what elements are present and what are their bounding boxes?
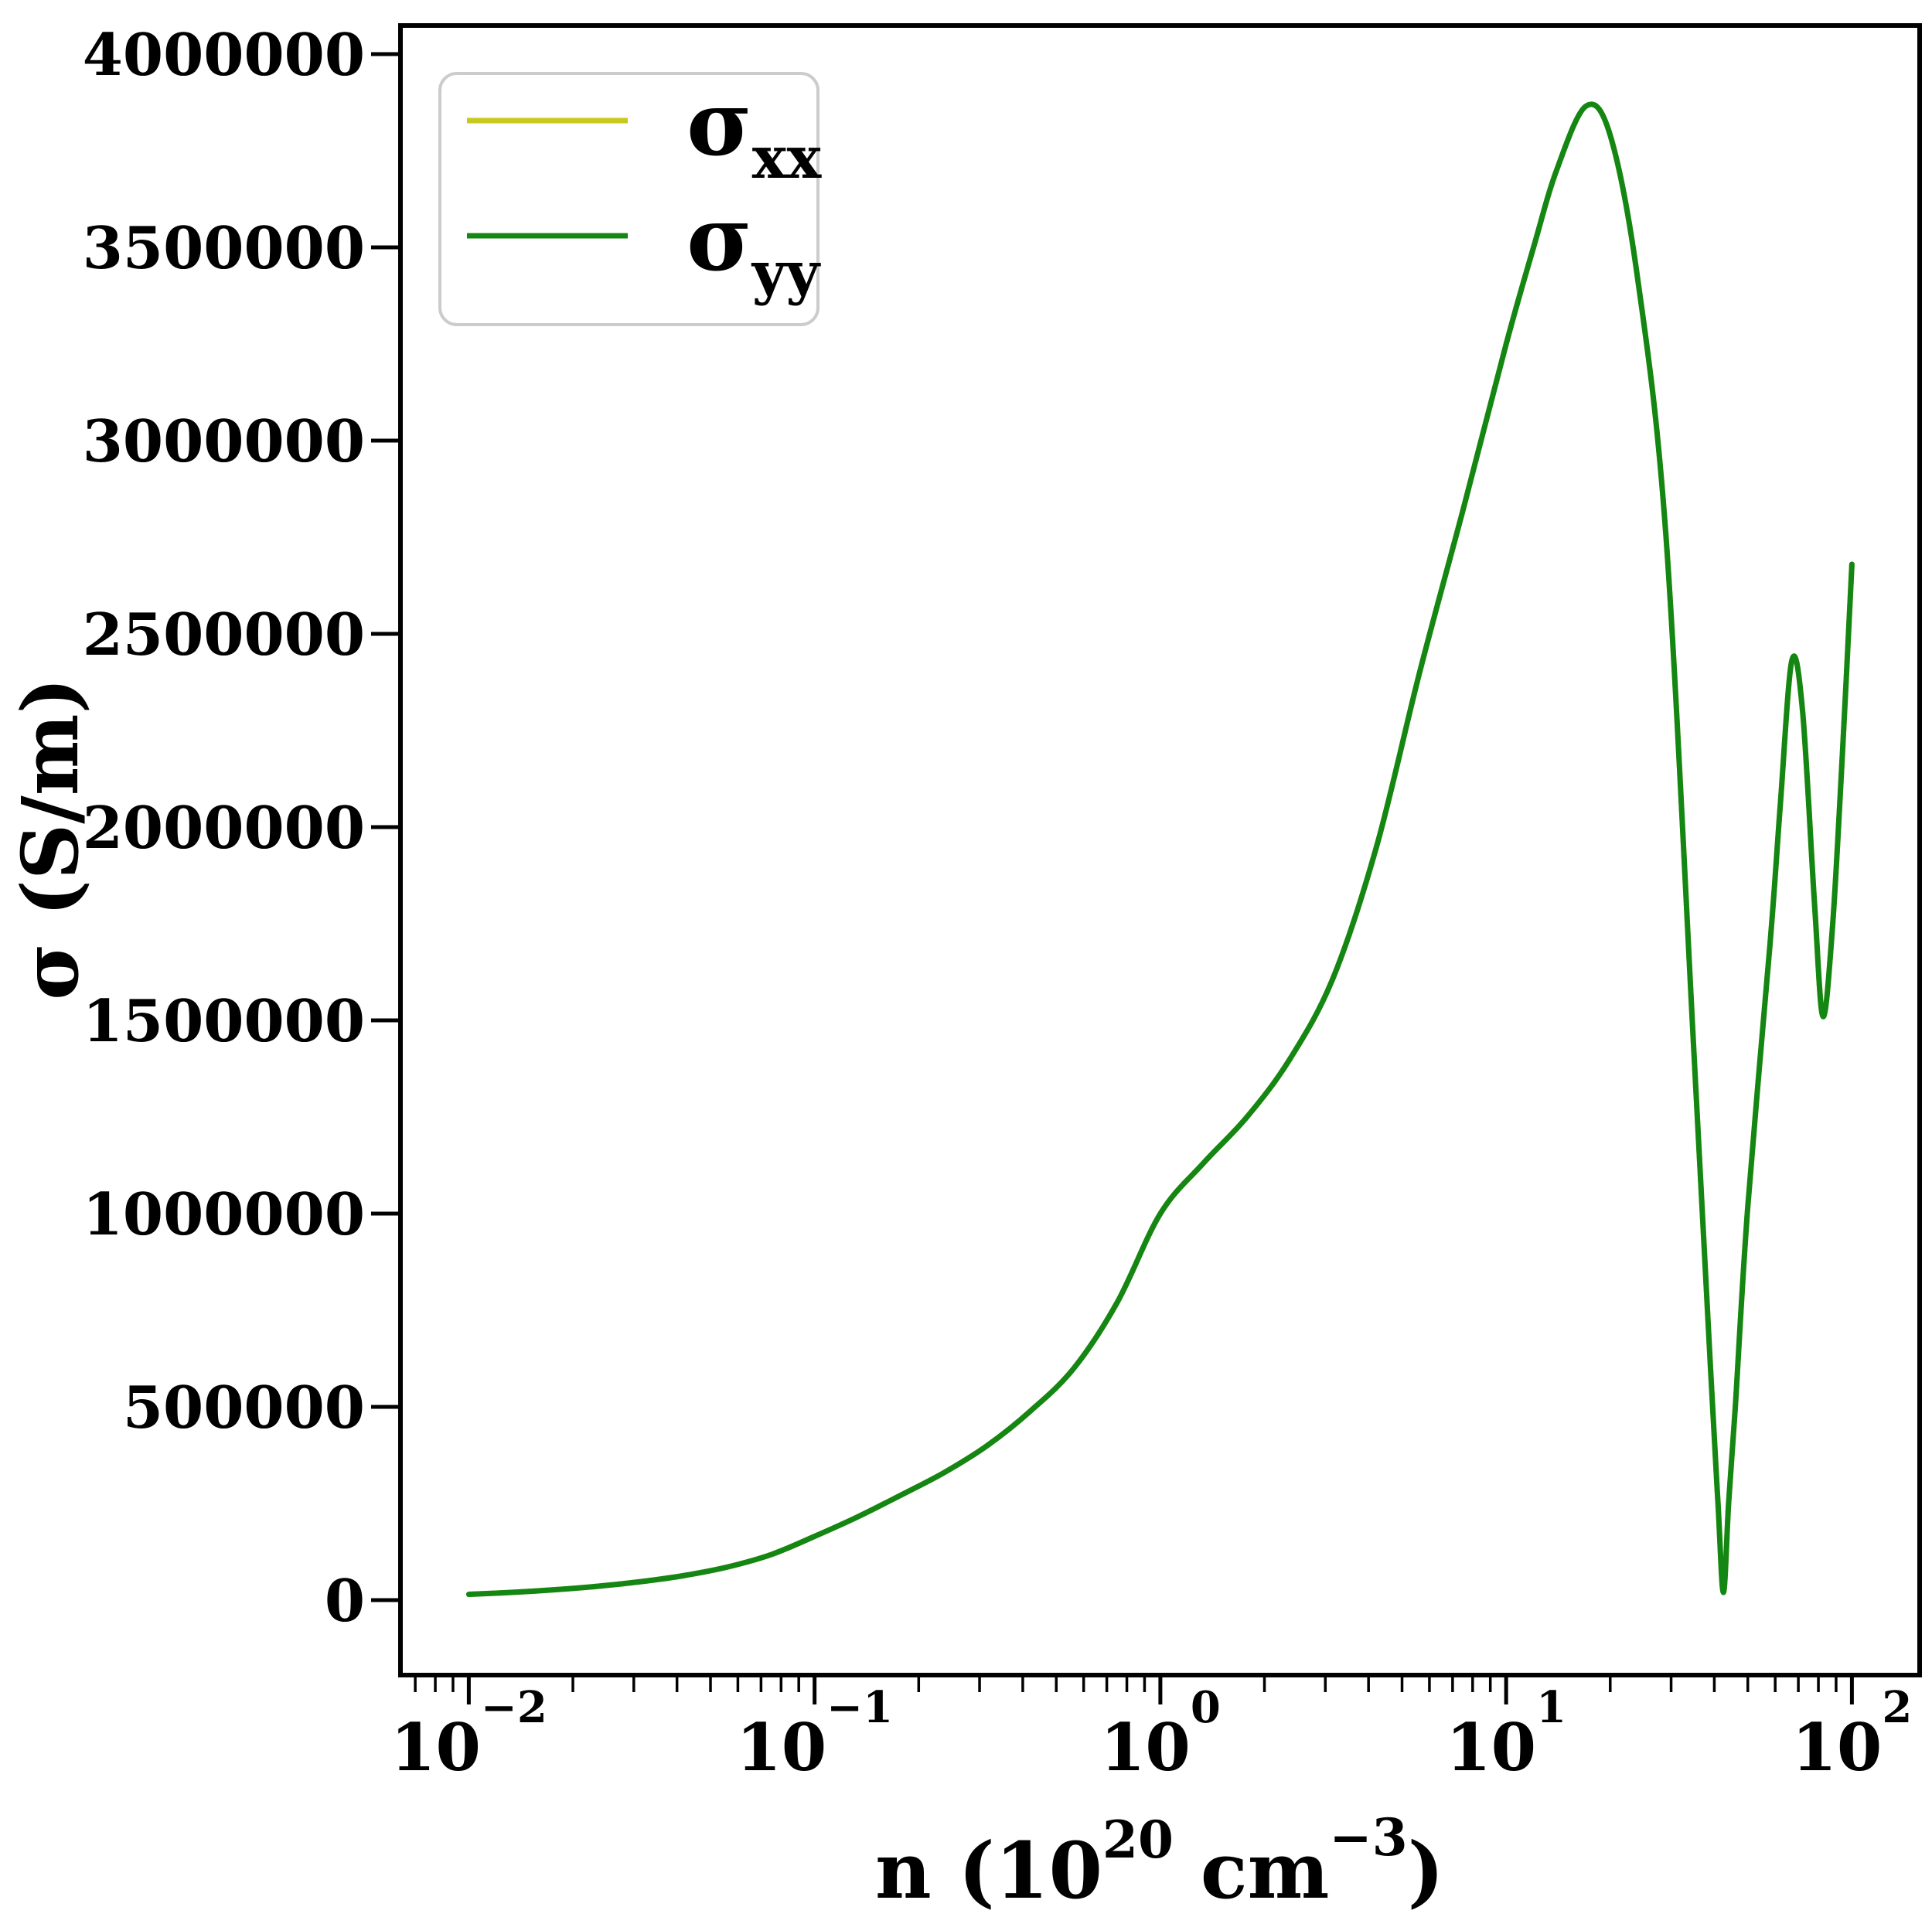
sigma-yy-curve [465, 101, 1855, 1597]
y-tick-label: 2500000 [83, 601, 365, 669]
y-tick-label: 1500000 [83, 987, 365, 1055]
y-tick-label: 3000000 [83, 407, 365, 475]
y-tick-labels: 0 500000 1000000 1500000 2000000 2500000 30000… [83, 21, 365, 1635]
legend-label-sigma-yy: σyy [687, 187, 821, 307]
x-tick-labels: 10−2 10−1 100 101 102 [390, 1682, 1912, 1786]
legend-label-sigma-xx: σxx [687, 72, 823, 192]
x-axis-label: n (1020 cm−3) [875, 1807, 1444, 1916]
axes-frame [398, 23, 1922, 1677]
curves [465, 101, 1855, 1597]
y-tick-label: 1000000 [83, 1180, 365, 1248]
legend: σxx σyy [438, 72, 823, 326]
y-tick-label: 500000 [123, 1374, 365, 1442]
y-tick-label: 0 [325, 1567, 365, 1635]
y-tick-label: 3500000 [83, 214, 365, 282]
x-tick-label: 102 [1791, 1682, 1912, 1786]
y-tick-label: 4000000 [83, 21, 365, 89]
axis-ticks [371, 52, 1854, 1704]
y-axis-label: σ (S/m) [5, 677, 96, 1000]
x-tick-label: 10−2 [390, 1682, 547, 1786]
x-tick-label: 100 [1100, 1682, 1221, 1786]
y-tick-label: 2000000 [83, 794, 365, 862]
legend-box [438, 72, 819, 326]
x-tick-label: 10−1 [736, 1682, 893, 1786]
x-tick-label: 101 [1446, 1682, 1566, 1786]
